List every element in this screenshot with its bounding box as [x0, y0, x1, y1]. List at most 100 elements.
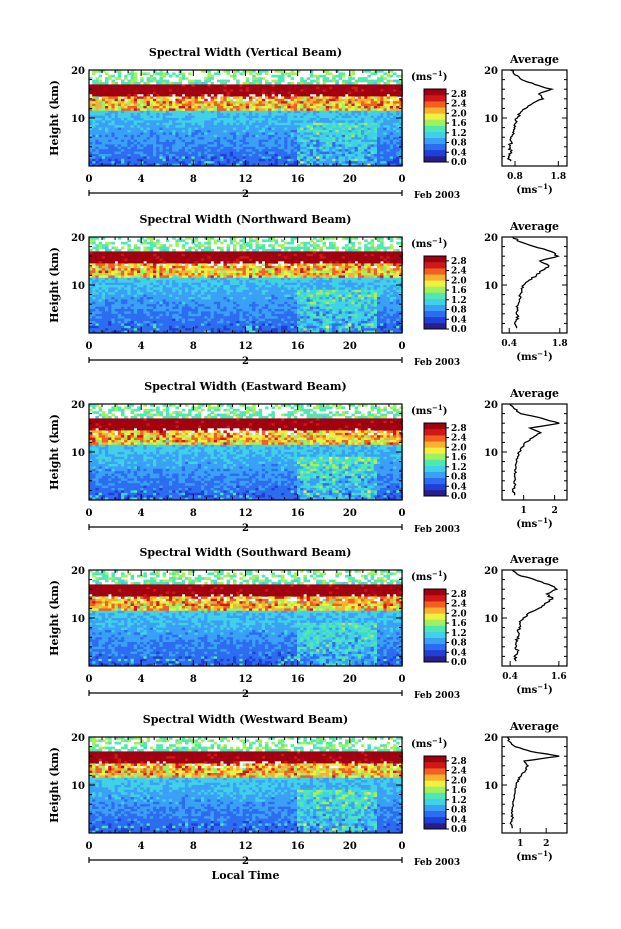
heatmap-cell [146, 261, 151, 264]
heatmap-cell [319, 130, 323, 133]
heatmap-cell [357, 101, 362, 104]
heatmap-cell [223, 251, 227, 255]
heatmap-cell [277, 249, 282, 252]
heatmap-cell [98, 253, 103, 257]
heatmap-cell [325, 163, 330, 167]
heatmap-cell [265, 94, 269, 97]
heatmap-cell [137, 142, 141, 145]
heatmap-cell [217, 106, 221, 109]
heatmap-cell [153, 149, 157, 152]
heatmap-cell [316, 82, 320, 85]
heatmap-cell [313, 256, 317, 259]
heatmap-cell [399, 161, 403, 164]
heatmap-cell [194, 120, 199, 124]
heatmap-cell [271, 115, 275, 119]
heatmap-cell [389, 158, 394, 162]
heatmap-cell [274, 98, 279, 102]
heatmap-cell [386, 151, 391, 155]
heatmap-cell [178, 72, 183, 76]
heatmap-cell [188, 132, 192, 136]
heatmap-cell [114, 77, 119, 80]
heatmap-cell [271, 106, 275, 109]
heatmap-cell [245, 161, 250, 164]
heatmap-cell [201, 132, 205, 136]
heatmap-cell [92, 122, 96, 126]
heatmap-cell [261, 239, 266, 243]
heatmap-cell [364, 270, 368, 274]
heatmap-cell [386, 127, 391, 131]
heatmap-cell [239, 158, 243, 162]
heatmap-cell [357, 91, 362, 95]
heatmap-cell [159, 253, 163, 257]
heatmap-cell [393, 127, 397, 131]
heatmap-cell [284, 149, 288, 152]
heatmap-cell [393, 158, 397, 162]
heatmap-cell [300, 251, 304, 255]
heatmap-cell [233, 154, 237, 157]
heatmap-cell [303, 246, 307, 250]
heatmap-cell [367, 108, 371, 112]
heatmap-cell [271, 244, 275, 247]
heatmap-cell [329, 263, 333, 267]
heatmap-cell [197, 89, 202, 92]
heatmap-cell [367, 86, 371, 90]
heatmap-cell [361, 151, 365, 155]
heatmap-cell [105, 86, 109, 90]
heatmap-cell [98, 244, 103, 247]
heatmap-cell [137, 137, 141, 140]
heatmap-cell [383, 273, 387, 276]
heatmap-cell [169, 122, 173, 126]
heatmap-cell [149, 161, 154, 164]
heatmap-cell [188, 151, 192, 155]
heatmap-cell [98, 101, 103, 104]
heatmap-cell [220, 134, 224, 138]
heatmap-cell [354, 125, 359, 128]
heatmap-cell [306, 77, 311, 80]
heatmap-cell [345, 253, 349, 257]
heatmap-cell [373, 270, 378, 274]
heatmap-cell [386, 115, 391, 119]
heatmap-cell [268, 113, 272, 116]
heatmap-cell [303, 91, 307, 95]
heatmap-cell [233, 106, 237, 109]
heatmap-cell [287, 84, 291, 88]
heatmap-cell [313, 146, 317, 150]
heatmap-cell [172, 253, 176, 257]
heatmap-cell [274, 89, 279, 92]
heatmap-cell [338, 127, 343, 131]
heatmap-cell [338, 258, 343, 262]
heatmap-cell [335, 146, 339, 150]
heatmap-cell [217, 89, 221, 92]
heatmap-cell [287, 103, 291, 107]
heatmap-cell [316, 258, 320, 262]
heatmap-cell [383, 98, 387, 102]
heatmap-cell [351, 77, 355, 80]
heatmap-cell [117, 113, 122, 116]
heatmap-cell [258, 82, 263, 85]
heatmap-cell [255, 251, 259, 255]
heatmap-cell [329, 268, 333, 271]
heatmap-cell [361, 96, 365, 100]
heatmap-cell [223, 96, 227, 100]
heatmap-cell [229, 108, 234, 112]
heatmap-cell [162, 110, 167, 114]
heatmap-cell [229, 161, 234, 164]
heatmap-cell [332, 237, 336, 240]
heatmap-cell [377, 158, 381, 162]
heatmap-cell [261, 249, 266, 252]
heatmap-cell [194, 253, 199, 257]
heatmap-cell [399, 156, 403, 160]
heatmap-cell [178, 137, 183, 140]
heatmap-cell [220, 96, 224, 100]
heatmap-cell [357, 118, 362, 121]
heatmap-cell [332, 244, 336, 247]
heatmap-cell [348, 89, 352, 92]
heatmap-cell [127, 118, 131, 121]
heatmap-cell [204, 251, 208, 255]
heatmap-cell [377, 261, 381, 264]
heatmap-cell [325, 118, 330, 121]
heatmap-cell [377, 144, 381, 148]
heatmap-cell [389, 101, 394, 104]
heatmap-cell [338, 268, 343, 271]
heatmap-cell [204, 263, 208, 267]
